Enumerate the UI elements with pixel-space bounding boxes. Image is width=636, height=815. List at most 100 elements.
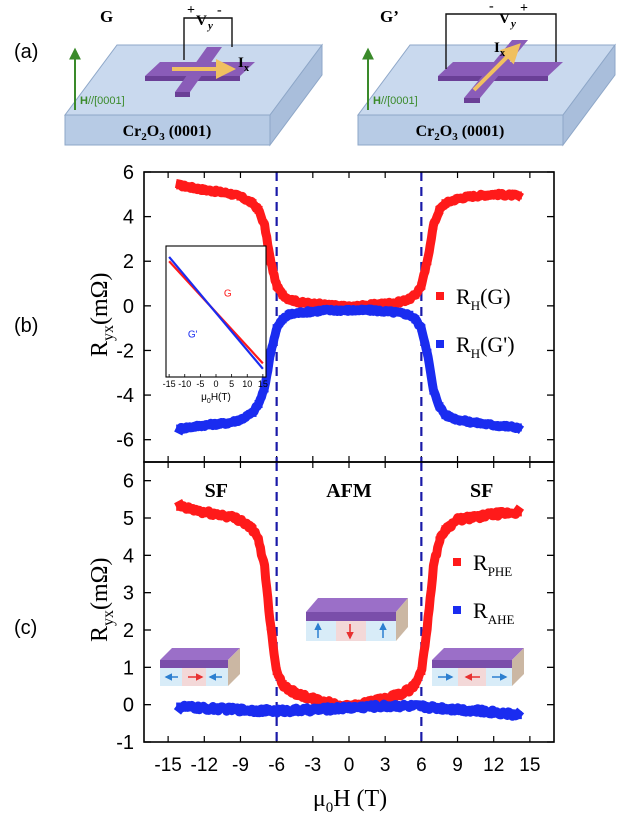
i-label: I [238,55,244,71]
device-title-g: G [100,7,113,26]
data-point [489,421,498,430]
data-point [200,704,209,713]
data-point [272,667,281,676]
x-tick-label: 12 [483,755,504,776]
legend-label: RH(G') [456,332,515,361]
data-point [405,685,414,694]
y-tick-label: 3 [123,583,134,605]
v-label: V [196,13,207,29]
inset-x-tick-label: 0 [213,379,218,389]
i-sub: x [500,48,505,59]
spin-sketch-center [306,598,408,641]
legend-marker [453,558,461,566]
spin-sketch-right [432,648,524,686]
inset-x-tick-label: -15 [163,379,176,389]
y-axis-label: Ryx(mΩ) [87,272,117,357]
data-point [278,680,287,689]
inset-x-tick-label: 15 [258,379,268,389]
data-point [489,510,498,519]
legend-marker [436,292,444,300]
data-point [429,221,438,230]
inset-series-line [168,256,264,370]
data-point [441,525,450,534]
inset-x-tick-label: -10 [178,379,191,389]
v-minus: - [489,0,494,14]
data-point [513,508,522,517]
data-point [423,622,432,631]
hallbar-vertical-edge [464,98,480,103]
v-plus: + [520,1,528,16]
data-point [248,525,257,534]
data-point [200,421,209,430]
data-point [465,706,474,715]
data-point [320,300,329,309]
schematic-g: + V y - I x G H//[0001] Cr2O3 (0001) [64,3,323,147]
y-tick-label: 4 [123,207,134,229]
data-point [248,706,257,715]
inset-series-label: G' [188,329,198,340]
inset-x-tick-label: 10 [242,379,252,389]
data-point [489,190,498,199]
inset-x-tick-label: -5 [196,379,204,389]
data-point [284,685,293,694]
data-point [248,199,257,208]
substrate-front [64,114,271,146]
data-point [435,205,444,214]
v-sub: y [206,20,213,32]
voltage-lead [183,17,233,60]
data-point [513,191,522,200]
y-tick-label: 6 [123,162,134,184]
i-label: I [494,40,500,56]
data-point [224,705,233,714]
data-point [332,306,341,315]
data-point [224,189,233,198]
spin-sketch-left [160,648,240,686]
substrate-label: Cr2O3 (0001) [416,123,505,143]
i-sub: x [244,63,249,74]
data-point [441,199,450,208]
y-tick-label: 0 [123,296,134,318]
x-axis-label: μ0H (T) [313,786,387,815]
data-point [381,299,390,308]
data-point [369,702,378,711]
data-point [489,708,498,717]
y-tick-label: -4 [116,385,134,407]
data-point [423,348,432,357]
y-tick-label: 1 [123,657,134,679]
data-point [260,384,269,393]
substrate-side [269,43,323,147]
data-point [465,514,474,522]
data-point [453,194,462,203]
data-point [284,295,293,304]
current-arrow [472,43,521,92]
data-point [393,691,402,700]
data-point [284,310,293,319]
data-point [393,701,402,710]
data-point [453,415,462,424]
data-point [308,307,317,316]
data-point [266,622,275,631]
v-sub: y [509,18,516,30]
x-tick-label: 3 [380,755,391,776]
data-point [411,315,420,324]
v-label: V [499,11,510,27]
y-tick-label: 5 [123,508,134,530]
data-point [254,205,263,214]
device-title-g-prime: G’ [380,7,399,26]
data-point [417,324,426,333]
region-label: SF [205,480,228,502]
inset-series-label: G [224,288,232,299]
data-point [260,562,269,571]
data-point [320,306,329,315]
data-point [417,702,426,711]
data-point [278,315,287,324]
x-tick-label: -12 [191,755,218,776]
inset-x-tick-label: 5 [229,379,234,389]
data-point [200,185,209,194]
x-tick-label: 0 [344,755,355,776]
x-tick-label: -9 [232,755,249,776]
x-tick-label: 6 [416,755,427,776]
data-point [200,508,209,517]
data-point [411,290,420,299]
